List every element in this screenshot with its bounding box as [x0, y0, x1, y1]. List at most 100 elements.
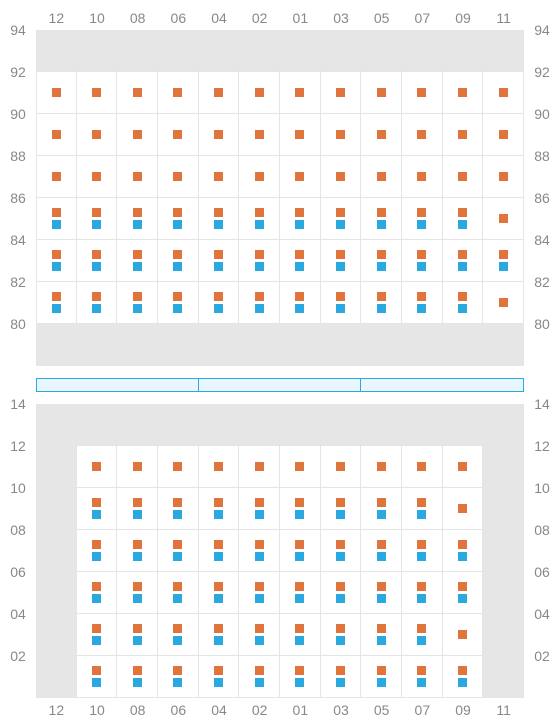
seat-cell[interactable] [117, 72, 158, 114]
seat-cell[interactable] [117, 572, 158, 614]
seat-cell[interactable] [443, 446, 484, 488]
seat-cell[interactable] [158, 240, 199, 282]
seat-cell[interactable] [443, 240, 484, 282]
seat-cell[interactable] [402, 488, 443, 530]
seat-cell[interactable] [117, 198, 158, 240]
seat-cell[interactable] [158, 530, 199, 572]
seat-cell[interactable] [402, 240, 443, 282]
seat-cell[interactable] [77, 656, 118, 698]
seat-cell[interactable] [199, 488, 240, 530]
seat-cell[interactable] [77, 282, 118, 324]
seat-cell[interactable] [321, 656, 362, 698]
seat-cell[interactable] [321, 240, 362, 282]
seat-cell[interactable] [239, 72, 280, 114]
seat-cell[interactable] [321, 488, 362, 530]
seat-cell[interactable] [402, 572, 443, 614]
seat-cell[interactable] [361, 656, 402, 698]
seat-cell[interactable] [280, 656, 321, 698]
seat-cell[interactable] [443, 198, 484, 240]
seat-cell[interactable] [158, 656, 199, 698]
seat-cell[interactable] [280, 530, 321, 572]
seat-cell[interactable] [443, 156, 484, 198]
seat-cell[interactable] [483, 114, 524, 156]
seat-cell[interactable] [77, 488, 118, 530]
seat-cell[interactable] [158, 198, 199, 240]
seat-cell[interactable] [443, 488, 484, 530]
seat-cell[interactable] [158, 156, 199, 198]
seat-cell[interactable] [280, 572, 321, 614]
seat-cell[interactable] [443, 614, 484, 656]
seat-cell[interactable] [483, 240, 524, 282]
seat-cell[interactable] [321, 614, 362, 656]
seat-cell[interactable] [361, 446, 402, 488]
seat-cell[interactable] [77, 72, 118, 114]
seat-cell[interactable] [321, 446, 362, 488]
seat-cell[interactable] [199, 240, 240, 282]
seat-cell[interactable] [199, 114, 240, 156]
seat-cell[interactable] [117, 282, 158, 324]
seat-cell[interactable] [199, 530, 240, 572]
seat-cell[interactable] [361, 72, 402, 114]
seat-cell[interactable] [77, 572, 118, 614]
seat-cell[interactable] [77, 446, 118, 488]
seat-cell[interactable] [402, 614, 443, 656]
seat-cell[interactable] [117, 530, 158, 572]
seat-cell[interactable] [199, 614, 240, 656]
seat-cell[interactable] [117, 114, 158, 156]
seat-cell[interactable] [36, 198, 77, 240]
seat-cell[interactable] [280, 72, 321, 114]
seat-cell[interactable] [321, 572, 362, 614]
seat-cell[interactable] [361, 198, 402, 240]
seat-cell[interactable] [402, 282, 443, 324]
seat-cell[interactable] [443, 530, 484, 572]
seat-cell[interactable] [77, 156, 118, 198]
seat-cell[interactable] [443, 114, 484, 156]
seat-cell[interactable] [280, 614, 321, 656]
seat-cell[interactable] [239, 530, 280, 572]
seat-cell[interactable] [158, 614, 199, 656]
seat-cell[interactable] [117, 446, 158, 488]
seat-cell[interactable] [361, 240, 402, 282]
seat-cell[interactable] [36, 114, 77, 156]
seat-cell[interactable] [361, 614, 402, 656]
seat-cell[interactable] [239, 114, 280, 156]
seat-cell[interactable] [77, 240, 118, 282]
seat-cell[interactable] [402, 530, 443, 572]
seat-cell[interactable] [361, 114, 402, 156]
seat-cell[interactable] [483, 72, 524, 114]
seat-cell[interactable] [321, 114, 362, 156]
seat-cell[interactable] [36, 156, 77, 198]
seat-cell[interactable] [280, 446, 321, 488]
seat-cell[interactable] [77, 530, 118, 572]
seat-cell[interactable] [280, 282, 321, 324]
seat-cell[interactable] [483, 156, 524, 198]
seat-cell[interactable] [443, 572, 484, 614]
seat-cell[interactable] [239, 572, 280, 614]
seat-cell[interactable] [443, 656, 484, 698]
seat-cell[interactable] [239, 446, 280, 488]
seat-cell[interactable] [280, 198, 321, 240]
seat-cell[interactable] [199, 572, 240, 614]
seat-cell[interactable] [239, 240, 280, 282]
seat-cell[interactable] [321, 198, 362, 240]
seat-cell[interactable] [361, 488, 402, 530]
seat-cell[interactable] [402, 114, 443, 156]
seat-cell[interactable] [36, 282, 77, 324]
seat-cell[interactable] [158, 488, 199, 530]
seat-cell[interactable] [199, 72, 240, 114]
seat-cell[interactable] [158, 72, 199, 114]
seat-cell[interactable] [402, 156, 443, 198]
seat-cell[interactable] [117, 488, 158, 530]
seat-cell[interactable] [280, 488, 321, 530]
seat-cell[interactable] [199, 446, 240, 488]
seat-cell[interactable] [158, 446, 199, 488]
seat-cell[interactable] [158, 282, 199, 324]
seat-cell[interactable] [199, 282, 240, 324]
seat-cell[interactable] [199, 156, 240, 198]
seat-cell[interactable] [239, 282, 280, 324]
seat-cell[interactable] [117, 656, 158, 698]
seat-cell[interactable] [321, 156, 362, 198]
seat-cell[interactable] [402, 72, 443, 114]
seat-cell[interactable] [443, 72, 484, 114]
seat-cell[interactable] [36, 240, 77, 282]
